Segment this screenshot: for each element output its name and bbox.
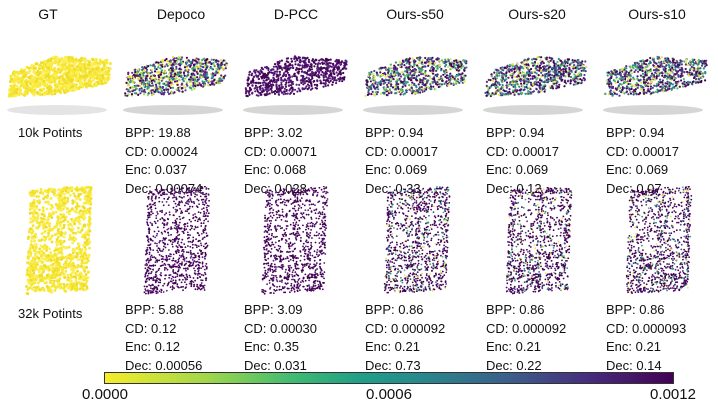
metric-cd: CD: 0.12 <box>125 320 177 336</box>
metrics-depoco-32k: BPP: 5.88 CD: 0.12 Enc: 0.12 Dec: 0.0005… <box>125 301 202 375</box>
car-points-ours-s20 <box>484 55 588 98</box>
metrics-ours-s10-32k: BPP: 0.86 CD: 0.000093 Enc: 0.21 Dec: 0.… <box>606 301 686 375</box>
car-points-ours-s50 <box>364 56 468 97</box>
metric-enc: Enc: 0.12 <box>125 339 180 354</box>
metric-dec: Dec: 0.12 <box>486 180 542 196</box>
metric-dec: Dec: 0.07 <box>606 180 662 196</box>
metric-dec: Dec: 0.33 <box>365 180 421 196</box>
car-points-gt <box>7 55 112 98</box>
metric-cd: CD: 0.00017 <box>365 143 438 159</box>
metric-cd: CD: 0.000092 <box>486 320 567 336</box>
row-label-10k: 10k Potints <box>18 125 83 140</box>
metric-dec: Dec: 0.14 <box>606 357 662 373</box>
metric-bpp: BPP: 0.86 <box>486 302 545 317</box>
car-render-depoco <box>118 28 233 118</box>
metric-cd: CD: 0.00030 <box>244 320 317 336</box>
metric-cd: CD: 0.000092 <box>365 320 446 336</box>
colorbar-tick-mid: 0.0006 <box>366 386 412 403</box>
shelf-points-ours-s50 <box>383 186 451 294</box>
car-points-dpcc <box>244 55 348 98</box>
metrics-dpcc-32k: BPP: 3.09 CD: 0.00030 Enc: 0.35 Dec: 0.0… <box>244 301 317 375</box>
metric-enc: Enc: 0.21 <box>486 339 541 354</box>
metric-cd: CD: 0.000093 <box>606 320 687 336</box>
metric-enc: Enc: 0.068 <box>244 162 307 177</box>
metric-enc: Enc: 0.35 <box>244 339 299 354</box>
metric-dec: Dec: 0.031 <box>244 357 307 373</box>
metric-enc: Enc: 0.21 <box>606 339 661 354</box>
metric-dec: Dec: 0.00074 <box>125 180 203 196</box>
shelf-points-ours-s20 <box>505 186 573 295</box>
bookshelf-render-ours-s10 <box>620 186 700 301</box>
shelf-points-depoco <box>143 186 210 295</box>
colorbar-tick-max: 0.0012 <box>650 386 696 403</box>
column-header-dpcc: D-PCC <box>273 6 319 22</box>
metric-enc: Enc: 0.069 <box>486 162 549 177</box>
column-header-depoco: Depoco <box>156 6 206 22</box>
metric-bpp: BPP: 3.09 <box>244 302 303 317</box>
metrics-ours-s50-32k: BPP: 0.86 CD: 0.000092 Enc: 0.21 Dec: 0.… <box>365 301 445 375</box>
colorbar-tick-min: 0.0000 <box>82 386 128 403</box>
metrics-ours-s10-10k: BPP: 0.94 CD: 0.00017 Enc: 0.069 Dec: 0.… <box>606 124 679 198</box>
car-render-ours-s10 <box>598 28 713 118</box>
bookshelf-render-depoco <box>138 186 218 301</box>
metric-dec: Dec: 0.73 <box>365 357 421 373</box>
car-render-ours-s50 <box>358 28 473 118</box>
bookshelf-render-gt <box>20 186 100 301</box>
column-header-ours-s10: Ours-s10 <box>628 6 686 22</box>
metric-enc: Enc: 0.037 <box>125 162 188 177</box>
column-header-ours-s20: Ours-s20 <box>508 6 566 22</box>
metric-bpp: BPP: 19.88 <box>125 125 191 140</box>
metrics-depoco-10k: BPP: 19.88 CD: 0.00024 Enc: 0.037 Dec: 0… <box>125 124 202 198</box>
metrics-ours-s50-10k: BPP: 0.94 CD: 0.00017 Enc: 0.069 Dec: 0.… <box>365 124 438 198</box>
metric-enc: Enc: 0.21 <box>365 339 420 354</box>
metric-cd: CD: 0.00017 <box>486 143 559 159</box>
metrics-dpcc-10k: BPP: 3.02 CD: 0.00071 Enc: 0.068 Dec: 0.… <box>244 124 317 198</box>
metric-enc: Enc: 0.069 <box>365 162 428 177</box>
metric-bpp: BPP: 3.02 <box>244 125 303 140</box>
shelf-points-gt <box>25 186 93 296</box>
error-colorbar <box>104 372 674 384</box>
column-header-ours-s50: Ours-s50 <box>386 6 444 22</box>
column-header-gt: GT <box>38 6 58 22</box>
metric-cd: CD: 0.00017 <box>606 143 679 159</box>
metric-cd: CD: 0.00024 <box>125 143 198 159</box>
row-label-32k: 32k Potints <box>18 306 83 321</box>
metric-bpp: BPP: 0.86 <box>365 302 424 317</box>
car-render-ours-s20 <box>478 28 593 118</box>
bookshelf-render-ours-s20 <box>500 186 580 301</box>
metric-dec: Dec: 0.22 <box>486 357 542 373</box>
metric-bpp: BPP: 0.94 <box>606 125 665 140</box>
bookshelf-render-dpcc <box>256 186 336 301</box>
car-points-ours-s10 <box>604 55 708 97</box>
shelf-points-ours-s10 <box>625 186 693 294</box>
car-render-gt <box>2 28 117 118</box>
bookshelf-render-ours-s50 <box>378 186 458 301</box>
metric-bpp: BPP: 0.94 <box>365 125 424 140</box>
metric-bpp: BPP: 0.86 <box>606 302 665 317</box>
metrics-ours-s20-32k: BPP: 0.86 CD: 0.000092 Enc: 0.21 Dec: 0.… <box>486 301 566 375</box>
shelf-points-dpcc <box>261 186 329 295</box>
metric-bpp: BPP: 5.88 <box>125 302 184 317</box>
metrics-ours-s20-10k: BPP: 0.94 CD: 0.00017 Enc: 0.069 Dec: 0.… <box>486 124 559 198</box>
metric-dec: Dec: 0.028 <box>244 180 307 196</box>
metric-cd: CD: 0.00071 <box>244 143 317 159</box>
metric-enc: Enc: 0.069 <box>606 162 669 177</box>
metric-dec: Dec: 0.00056 <box>125 357 203 373</box>
car-render-dpcc <box>238 28 353 118</box>
car-points-depoco <box>124 55 228 97</box>
metric-bpp: BPP: 0.94 <box>486 125 545 140</box>
